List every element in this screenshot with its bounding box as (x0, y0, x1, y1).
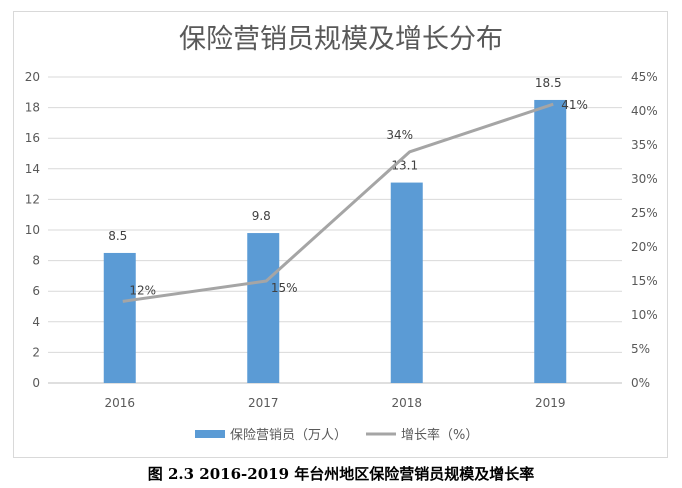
legend-line-label: 增长率（%） (401, 427, 478, 443)
left-tick-label: 0 (32, 376, 40, 390)
legend-bar-label: 保险营销员（万人） (230, 428, 347, 443)
legend: 保险营销员（万人） 增长率（%） (195, 427, 478, 443)
left-tick-label: 14 (25, 162, 40, 176)
left-tick-label: 2 (32, 345, 40, 359)
right-tick-label: 5% (631, 342, 650, 356)
left-tick-label: 10 (25, 223, 40, 237)
line-data-label: 34% (386, 128, 413, 142)
bar-data-label: 8.5 (108, 229, 127, 243)
left-tick-label: 16 (25, 131, 40, 145)
left-tick-label: 8 (32, 254, 40, 268)
x-tick-label: 2018 (391, 396, 422, 410)
bar (534, 99, 567, 383)
x-tick-label: 2019 (535, 396, 566, 410)
right-tick-label: 15% (631, 274, 658, 288)
right-tick-label: 45% (631, 70, 658, 84)
right-tick-label: 10% (631, 308, 658, 322)
line-data-label: 41% (561, 98, 588, 112)
left-tick-label: 6 (32, 284, 40, 298)
bar-data-label: 18.5 (535, 76, 562, 90)
right-axis-ticks: 0% 5% 10% 15% 20% 25% 30% 35% 40% 45% (631, 70, 658, 390)
left-tick-label: 20 (25, 70, 40, 84)
bar-data-label: 9.8 (252, 209, 271, 223)
bar (103, 252, 136, 383)
right-tick-label: 25% (631, 206, 658, 220)
left-axis-ticks: 0 2 4 6 8 10 12 14 16 18 20 (25, 70, 40, 390)
figure-caption: 图 2.3 2016-2019 年台州地区保险营销员规模及增长率 (147, 465, 535, 483)
left-tick-label: 18 (25, 101, 40, 115)
line-data-label: 12% (129, 283, 156, 297)
right-tick-label: 0% (631, 376, 650, 390)
right-tick-label: 40% (631, 104, 658, 118)
line-series: 12% 15% 34% 41% (122, 98, 588, 303)
bar (247, 233, 280, 383)
right-tick-label: 30% (631, 172, 658, 186)
right-tick-label: 35% (631, 138, 658, 152)
x-tick-label: 2016 (104, 396, 135, 410)
left-tick-label: 12 (25, 192, 40, 206)
x-tick-label: 2017 (248, 396, 279, 410)
gridlines (48, 76, 622, 384)
bar (390, 182, 423, 383)
growth-line (122, 102, 554, 303)
chart-title: 保险营销员规模及增长分布 (179, 24, 503, 55)
legend-bar-swatch (195, 430, 225, 438)
right-tick-label: 20% (631, 240, 658, 254)
line-data-label: 15% (271, 281, 298, 295)
x-axis-ticks: 2016 2017 2018 2019 (104, 396, 565, 410)
bar-series: 8.59.813.118.5 (103, 76, 567, 383)
left-tick-label: 4 (32, 315, 40, 329)
